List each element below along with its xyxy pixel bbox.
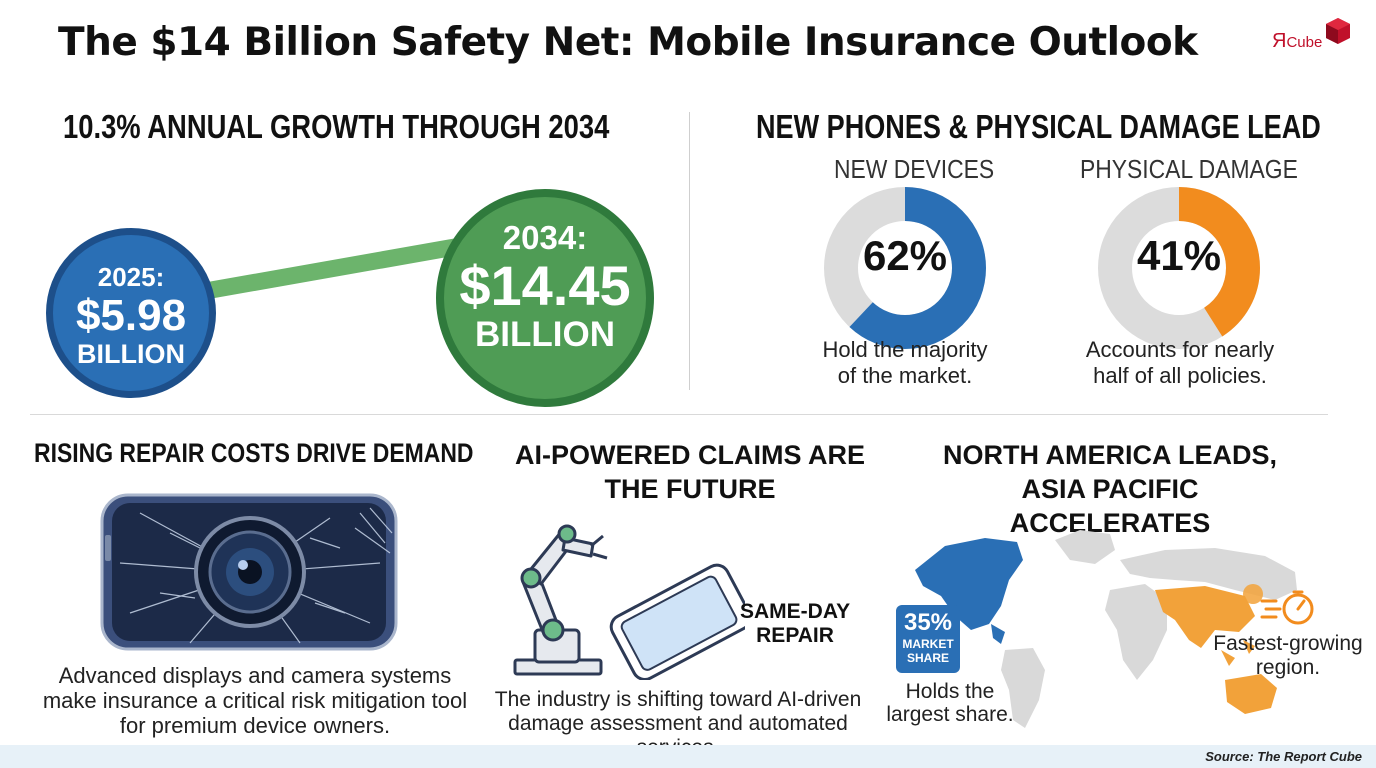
source-credit: Source: The Report Cube bbox=[1205, 749, 1362, 764]
heading-line: ASIA PACIFIC ACCELERATES bbox=[1009, 474, 1211, 538]
value-2034-circle: 2034: $14.45 BILLION bbox=[436, 189, 654, 407]
footer-bar: Source: The Report Cube bbox=[0, 745, 1376, 768]
market-share-badge: 35% MARKET SHARE bbox=[896, 605, 960, 673]
heading-line: AI-POWERED CLAIMS ARE bbox=[515, 440, 865, 470]
new-devices-label: NEW DEVICES bbox=[834, 154, 995, 184]
growth-connector bbox=[178, 235, 477, 304]
physical-damage-label: PHYSICAL DAMAGE bbox=[1080, 154, 1298, 184]
heading-line: THE FUTURE bbox=[604, 474, 776, 504]
new-devices-caption: Hold the majority of the market. bbox=[805, 337, 1005, 389]
new-devices-value: 62% bbox=[862, 232, 948, 279]
fastest-growing-caption: Fastest-growing region. bbox=[1205, 632, 1371, 680]
donut-fill bbox=[824, 187, 986, 349]
robot-arm-icon bbox=[513, 524, 745, 680]
caption-line: region. bbox=[1255, 656, 1321, 679]
physical-damage-value: 41% bbox=[1136, 232, 1222, 279]
cube-icon bbox=[1326, 18, 1350, 44]
caption-line: Accounts for nearly bbox=[1085, 337, 1275, 362]
donut-fill bbox=[1098, 187, 1260, 349]
physical-damage-caption: Accounts for nearly half of all policies… bbox=[1075, 337, 1285, 389]
year-2025-label: 2025: bbox=[97, 262, 165, 292]
cracked-phone-icon bbox=[100, 493, 398, 651]
heading-line: NORTH AMERICA LEADS, bbox=[943, 440, 1277, 470]
caption-line: Fastest-growing bbox=[1213, 632, 1363, 655]
caption-line: of the market. bbox=[837, 363, 973, 388]
badge-label: MARKET bbox=[902, 637, 954, 651]
caption-line: The industry is shifting toward AI-drive… bbox=[494, 688, 862, 711]
badge-label: SHARE bbox=[906, 651, 949, 665]
repair-caption: Advanced displays and camera systems mak… bbox=[42, 663, 468, 738]
market-share-value: 35% bbox=[903, 609, 953, 636]
world-map-icon bbox=[915, 530, 1297, 728]
growth-heading: 10.3% ANNUAL GROWTH THROUGH 2034 bbox=[63, 108, 610, 145]
caption-line: Hold the majority bbox=[822, 337, 988, 362]
year-2034-label: 2034: bbox=[502, 219, 588, 256]
repair-heading: RISING REPAIR COSTS DRIVE DEMAND bbox=[34, 438, 474, 468]
tag-line: SAME-DAY bbox=[740, 600, 851, 623]
unit-2034: BILLION bbox=[475, 315, 615, 354]
logo-letter: Я bbox=[1272, 30, 1287, 52]
amount-2025: $5.98 bbox=[75, 291, 187, 340]
report-cube-logo: ЯCube bbox=[1268, 18, 1354, 62]
caption-line: half of all policies. bbox=[1093, 363, 1267, 388]
largest-share-caption: Holds the largest share. bbox=[880, 680, 1020, 726]
vertical-divider bbox=[689, 112, 690, 390]
value-2025-circle: 2025: $5.98 BILLION bbox=[46, 228, 216, 398]
segments-heading: NEW PHONES & PHYSICAL DAMAGE LEAD bbox=[756, 108, 1321, 145]
stopwatch-icon bbox=[1260, 590, 1314, 625]
logo-word: Cube bbox=[1286, 34, 1323, 51]
ai-heading: AI-POWERED CLAIMS ARE THE FUTURE bbox=[500, 438, 880, 506]
new-devices-donut bbox=[824, 187, 986, 349]
amount-2034: $14.45 bbox=[459, 254, 631, 317]
caption-line: largest share. bbox=[886, 703, 1014, 726]
horizontal-divider bbox=[30, 414, 1328, 415]
physical-damage-donut bbox=[1098, 187, 1260, 349]
regions-heading: NORTH AMERICA LEADS, ASIA PACIFIC ACCELE… bbox=[920, 438, 1300, 540]
tag-line: REPAIR bbox=[756, 624, 834, 647]
caption-line: Holds the bbox=[905, 680, 995, 703]
page-title: The $14 Billion Safety Net: Mobile Insur… bbox=[58, 20, 1198, 65]
unit-2025: BILLION bbox=[77, 339, 185, 369]
same-day-repair-tag: SAME-DAY REPAIR bbox=[740, 600, 850, 648]
